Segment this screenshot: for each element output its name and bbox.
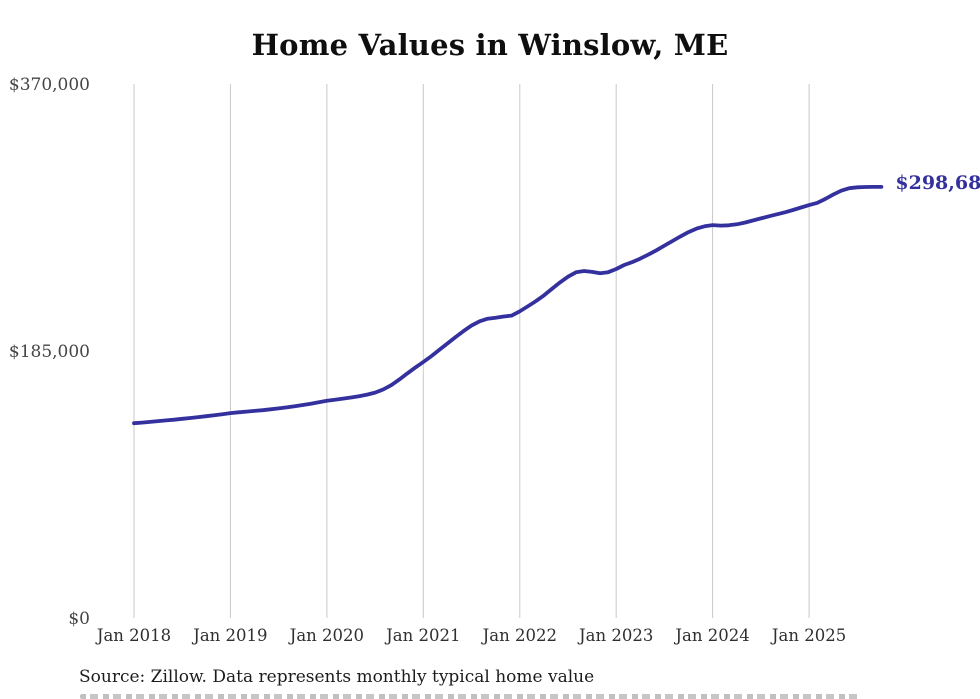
end-value-label: $298,686 <box>895 172 980 194</box>
x-tick-label: Jan 2023 <box>577 626 653 645</box>
x-tick-label: Jan 2019 <box>191 626 267 645</box>
cropped-text-line <box>80 694 862 699</box>
value-line <box>132 185 884 426</box>
source-note: Source: Zillow. Data represents monthly … <box>79 667 595 687</box>
x-tick-label: Jan 2021 <box>384 626 460 645</box>
x-tick-label: Jan 2024 <box>673 626 749 645</box>
x-tick-label: Jan 2022 <box>481 626 557 645</box>
y-tick-label: $185,000 <box>9 342 90 362</box>
y-tick-label: $0 <box>68 609 90 629</box>
x-tick-label: Jan 2025 <box>770 626 846 645</box>
x-tick-label: Jan 2018 <box>95 626 171 645</box>
chart-title: Home Values in Winslow, ME <box>251 28 729 62</box>
y-tick-label: $370,000 <box>9 75 90 95</box>
x-tick-label: Jan 2020 <box>288 626 364 645</box>
